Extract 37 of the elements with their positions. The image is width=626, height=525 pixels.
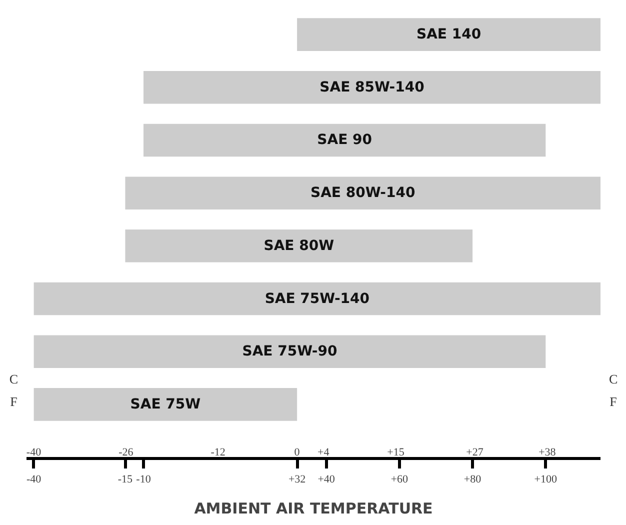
x2-tick-label: 0 (294, 446, 300, 458)
y-tick-label: SAE 90 (317, 132, 372, 148)
x2-tick-label: -12 (210, 446, 226, 458)
y-tick-label: SAE 75W-140 (264, 290, 370, 307)
y-tick-label: SAE 80W (264, 238, 334, 254)
y-tick-label: SAE 80W-140 (310, 185, 416, 202)
x-tick-label: +40 (318, 474, 336, 486)
bar (34, 388, 298, 421)
x-tick-label: -40 (26, 474, 42, 486)
x2-tick-label: -40 (26, 446, 42, 458)
y-tick-label: SAE 75W (130, 396, 201, 412)
y-tick-label: SAE 140 (416, 26, 482, 43)
text: F (610, 394, 617, 409)
x-tick-label: -10 (136, 474, 152, 486)
x2-tick-label: -26 (118, 446, 134, 458)
x-tick-label: +32 (288, 474, 306, 486)
bar (143, 71, 600, 104)
y-tick-label: SAE 75W-90 (242, 344, 338, 360)
bar (297, 18, 600, 51)
x-tick-label: +100 (534, 474, 558, 486)
text: C (9, 372, 18, 387)
x-axis-title: AMBIENT AIR TEMPERATURE (194, 500, 433, 518)
text: F (10, 394, 18, 409)
x2-tick-label: +38 (538, 446, 556, 458)
bar (34, 282, 600, 316)
x-tick-label: +80 (464, 474, 482, 486)
x-tick-label: -15 (118, 474, 134, 486)
y-tick-label: SAE 85W-140 (320, 79, 425, 96)
bar (125, 230, 473, 262)
x-tick-label: +60 (390, 474, 409, 486)
bar (34, 335, 546, 368)
x2-tick-label: +15 (387, 446, 405, 458)
x2-tick-label: +4 (318, 446, 330, 458)
x2-tick-label: +27 (466, 446, 484, 458)
bar (125, 176, 600, 210)
text: C (608, 372, 618, 387)
bar (143, 124, 546, 157)
